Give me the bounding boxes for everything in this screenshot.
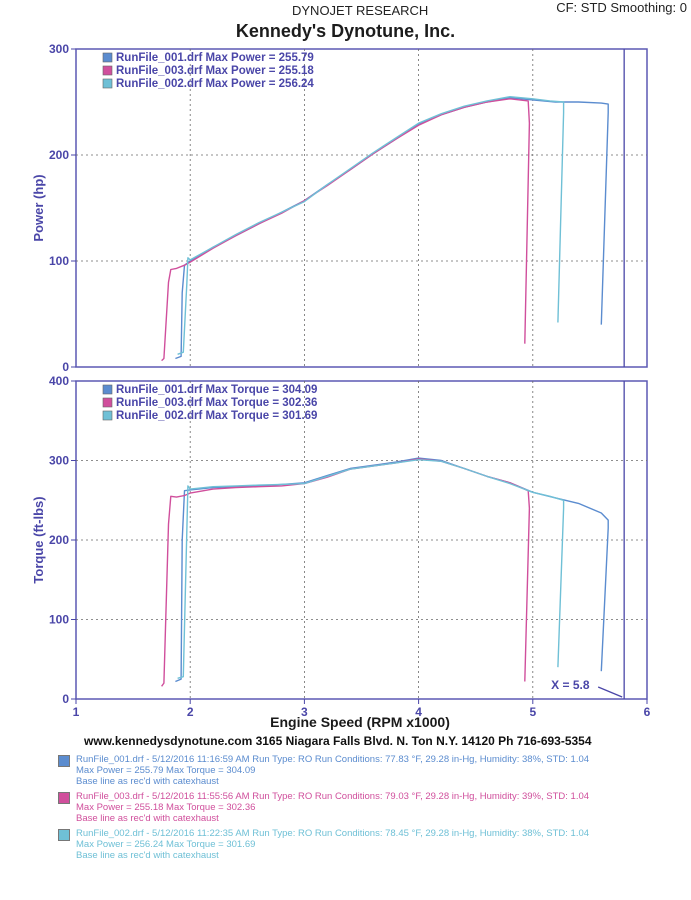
y-tick-label: 100: [49, 254, 69, 268]
legend-entry: RunFile_001.drf Max Power = 255.79: [116, 52, 314, 64]
power-series: [161, 95, 609, 362]
run-color-swatch: [58, 755, 70, 767]
legend-swatch: [102, 52, 113, 63]
series-line-runfile-002-drf: [177, 459, 565, 679]
power-legend: RunFile_001.drf Max Power = 255.79RunFil…: [102, 52, 314, 90]
legend-entry: RunFile_001.drf Max Torque = 304.09: [116, 384, 317, 396]
run-color-swatch: [58, 829, 70, 841]
cursor-x-readout: X = 5.8: [551, 678, 590, 692]
x-tick-label: 6: [644, 705, 651, 719]
x-tick-label: 2: [187, 705, 194, 719]
run-color-swatch: [58, 792, 70, 804]
power-y-axis-title: Power (hp): [31, 174, 46, 241]
run-max-values: Max Power = 255.18 Max Torque = 302.36: [76, 802, 256, 813]
y-tick-label: 200: [49, 533, 69, 547]
run-max-values: Max Power = 256.24 Max Torque = 301.69: [76, 839, 256, 850]
company-name: Kennedy's Dynotune, Inc.: [235, 21, 456, 41]
y-tick-label: 300: [49, 42, 69, 56]
report-header: DYNOJET RESEARCH CF: STD Smoothing: 0: [0, 0, 691, 20]
legend-swatch: [102, 65, 113, 76]
y-tick-label: 0: [62, 692, 69, 706]
cursor-leader-line: [597, 686, 623, 698]
x-tick-label: 3: [301, 705, 308, 719]
legend-swatch: [102, 397, 113, 408]
legend-swatch: [102, 410, 113, 421]
dyno-charts: 0 100 200 300 Power (hp) RunFile_001.drf Ma…: [31, 42, 651, 730]
power-y-ticks: 0 100 200 300: [49, 42, 76, 374]
run-notes: Base line as rec'd with catexhaust: [76, 813, 219, 824]
power-chart: 0 100 200 300 Power (hp) RunFile_001.drf Ma…: [31, 42, 648, 374]
run-conditions: RunFile_003.drf - 5/12/2016 11:55:56 AM …: [76, 791, 590, 802]
x-tick-label: 4: [415, 705, 422, 719]
legend-entry: RunFile_003.drf Max Torque = 302.36: [116, 397, 317, 409]
torque-series: [161, 457, 609, 687]
y-tick-label: 100: [49, 613, 69, 627]
power-grid: [76, 49, 647, 367]
correction-smoothing-label: CF: STD Smoothing: 0: [556, 0, 687, 15]
torque-grid: [76, 381, 647, 699]
x-tick-label: 1: [73, 705, 80, 719]
legend-swatch: [102, 384, 113, 395]
y-tick-label: 300: [49, 454, 69, 468]
legend-entry: RunFile_002.drf Max Power = 256.24: [116, 78, 314, 90]
legend-entry: RunFile_003.drf Max Power = 255.18: [116, 65, 314, 77]
report-title: DYNOJET RESEARCH: [292, 3, 429, 18]
torque-x-ticks: 1 2 3 4 5 6: [73, 699, 651, 719]
run-conditions: RunFile_002.drf - 5/12/2016 11:22:35 AM …: [76, 828, 590, 839]
series-line-runfile-001-drf: [175, 457, 609, 683]
torque-legend: RunFile_001.drf Max Torque = 304.09RunFi…: [102, 384, 317, 422]
y-tick-label: 200: [49, 148, 69, 162]
torque-y-ticks: 0 100 200 300 400: [49, 374, 76, 706]
run-notes: Base line as rec'd with catexhaust: [76, 850, 219, 861]
run-max-values: Max Power = 255.79 Max Torque = 304.09: [76, 765, 256, 776]
x-tick-label: 5: [529, 705, 536, 719]
run-conditions: RunFile_001.drf - 5/12/2016 11:16:59 AM …: [76, 754, 590, 765]
x-axis-title: Engine Speed (RPM x1000): [270, 714, 450, 730]
torque-chart: 0 100 200 300 400 1 2 3 4 5 6 Torque (ft-lbs) Eng…: [31, 374, 651, 730]
legend-swatch: [102, 78, 113, 89]
y-tick-label: 0: [62, 360, 69, 374]
run-notes: Base line as rec'd with catexhaust: [76, 776, 219, 787]
series-line-runfile-002-drf: [177, 95, 565, 355]
legend-entry: RunFile_002.drf Max Torque = 301.69: [116, 410, 317, 422]
shop-address: www.kennedysdynotune.com 3165 Niagara Fa…: [84, 734, 592, 748]
y-tick-label: 400: [49, 374, 69, 388]
torque-y-axis-title: Torque (ft-lbs): [31, 496, 46, 583]
